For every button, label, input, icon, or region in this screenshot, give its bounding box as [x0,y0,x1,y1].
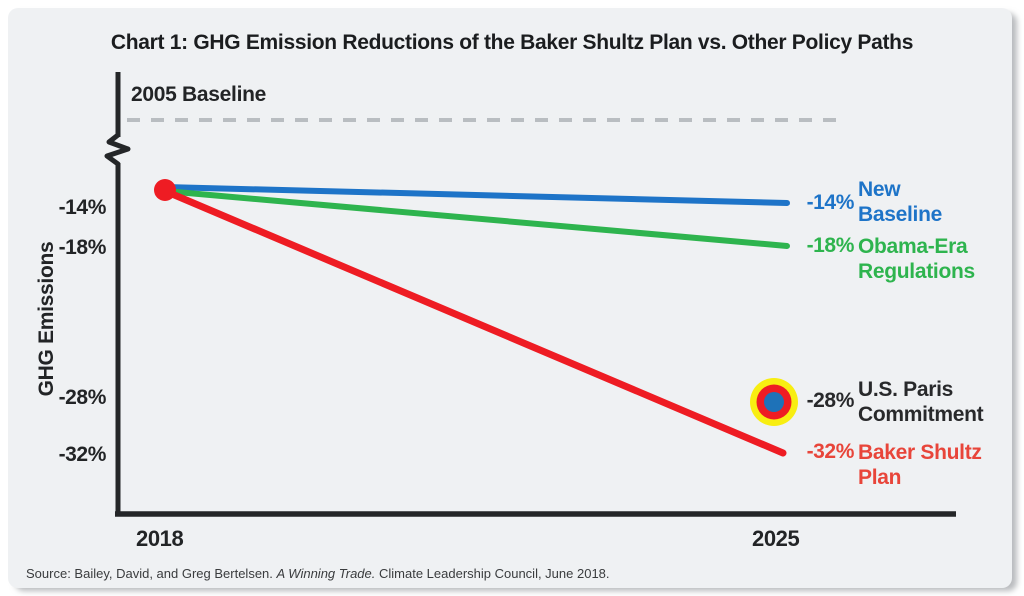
label-line-1: U.S. Paris [858,378,954,401]
label-line-2: Commitment [858,403,984,426]
baseline-label: 2005 Baseline [131,83,267,106]
label-line-2: Plan [858,466,902,489]
source-citation: Source: Bailey, David, and Greg Bertelse… [26,566,610,581]
source-prefix: Source: Bailey, David, and Greg Bertelse… [26,566,277,581]
start-point-dot [154,179,176,201]
label-line-1: Baker Shultz [858,441,982,464]
y-tick-minus18: -18% [58,236,107,259]
x-tick-2018: 2018 [136,526,184,551]
series-lines [154,179,798,457]
paris-commitment-name-label: U.S. Paris Commitment [858,377,1024,427]
y-tick-minus14: -14% [58,196,107,219]
obama-era-name-label: Obama-Era Regulations [858,234,1024,284]
chart-card [8,8,1012,588]
label-line-2: Baseline [858,203,942,226]
label-line-2: Regulations [858,260,975,283]
baker-shultz-value-label: -32% [806,440,855,463]
chart-title: Chart 1: GHG Emission Reductions of the … [110,31,914,54]
obama-era-value-label: -18% [806,234,855,257]
new-baseline-value-label: -14% [806,191,855,214]
series-line-new-baseline [162,184,790,206]
y-tick-minus28: -28% [58,386,107,409]
label-line-1: New [858,178,901,201]
source-work-title: A Winning Trade. [276,566,376,581]
paris-commitment-bullseye-ring-2 [764,392,784,412]
series-line-baker-shultz-plan [161,187,787,457]
x-tick-2025: 2025 [752,526,800,551]
paris-commitment-value-label: -28% [806,389,855,412]
y-tick-minus32: -32% [58,443,107,466]
label-line-1: Obama-Era [858,235,968,258]
baker-shultz-name-label: Baker Shultz Plan [858,440,1024,490]
source-suffix: Climate Leadership Council, June 2018. [375,566,610,581]
series-line-obama-era-regulations [162,188,790,249]
y-axis-break-squiggle [104,132,131,167]
new-baseline-name-label: New Baseline [858,177,1024,227]
